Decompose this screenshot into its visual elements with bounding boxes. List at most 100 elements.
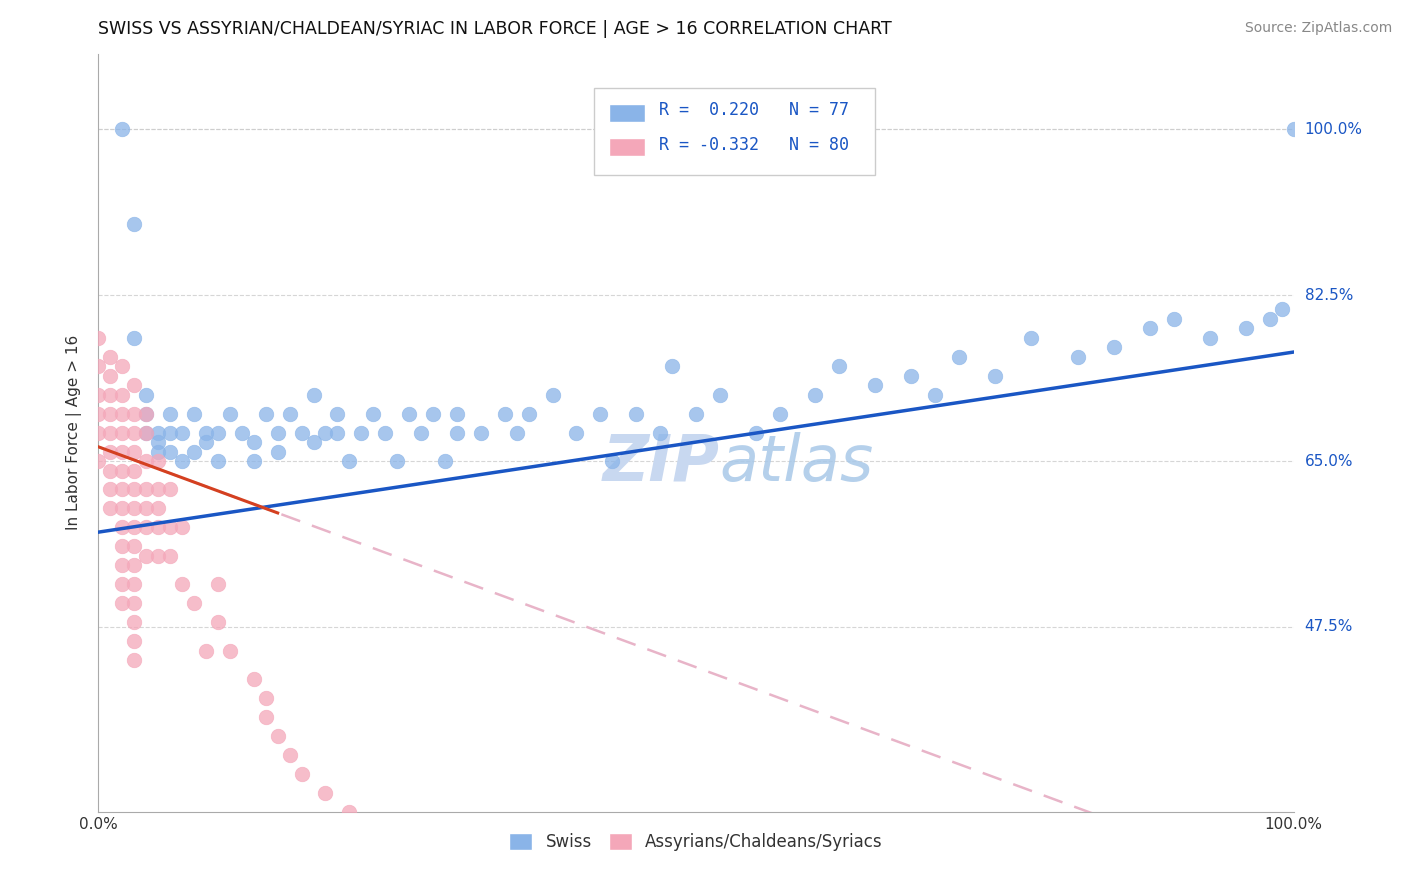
Point bbox=[87, 454, 110, 468]
Text: R =  0.220   N = 77: R = 0.220 N = 77 bbox=[659, 102, 849, 120]
Point bbox=[124, 378, 146, 392]
Point bbox=[243, 672, 266, 686]
Text: 65.0%: 65.0% bbox=[1305, 453, 1353, 468]
Point bbox=[159, 444, 181, 458]
Text: Source: ZipAtlas.com: Source: ZipAtlas.com bbox=[1244, 21, 1392, 35]
Point bbox=[302, 388, 325, 402]
Point bbox=[111, 388, 134, 402]
Point bbox=[709, 388, 731, 402]
Point bbox=[111, 558, 134, 573]
Point bbox=[124, 596, 146, 610]
Point bbox=[124, 558, 146, 573]
Point bbox=[135, 549, 157, 563]
Point bbox=[231, 425, 253, 440]
Text: R = -0.332   N = 80: R = -0.332 N = 80 bbox=[659, 136, 849, 153]
Point bbox=[865, 378, 887, 392]
Point bbox=[195, 425, 218, 440]
FancyBboxPatch shape bbox=[595, 87, 875, 175]
Point bbox=[111, 425, 134, 440]
Point bbox=[207, 454, 229, 468]
Point bbox=[124, 520, 146, 534]
Point bbox=[135, 425, 157, 440]
Text: 47.5%: 47.5% bbox=[1305, 619, 1353, 634]
Point bbox=[602, 454, 624, 468]
Point bbox=[385, 454, 409, 468]
Point bbox=[1258, 312, 1281, 326]
Point bbox=[148, 435, 170, 450]
Point bbox=[339, 454, 361, 468]
Text: atlas: atlas bbox=[720, 432, 875, 494]
Point bbox=[541, 388, 564, 402]
Point bbox=[159, 549, 181, 563]
Point bbox=[1104, 340, 1126, 354]
Point bbox=[98, 368, 122, 383]
Point bbox=[207, 425, 229, 440]
Point bbox=[124, 407, 146, 421]
Point bbox=[422, 407, 444, 421]
Point bbox=[148, 444, 170, 458]
Point bbox=[135, 520, 157, 534]
Point bbox=[291, 767, 314, 781]
Point bbox=[111, 359, 134, 374]
Point bbox=[183, 444, 205, 458]
Point bbox=[339, 805, 361, 819]
Point bbox=[267, 425, 290, 440]
Point bbox=[1282, 122, 1305, 136]
Point bbox=[98, 388, 122, 402]
Point bbox=[124, 501, 146, 516]
Point bbox=[350, 425, 373, 440]
Point bbox=[148, 501, 170, 516]
Point bbox=[124, 615, 146, 630]
Point bbox=[243, 435, 266, 450]
Point bbox=[254, 691, 277, 706]
Point bbox=[1019, 331, 1042, 345]
Point bbox=[1067, 350, 1090, 364]
Point bbox=[87, 407, 110, 421]
Point bbox=[124, 425, 146, 440]
Point bbox=[172, 425, 194, 440]
Point bbox=[804, 388, 827, 402]
Point bbox=[195, 435, 218, 450]
Point bbox=[111, 444, 134, 458]
Point bbox=[1199, 331, 1222, 345]
Point bbox=[87, 331, 110, 345]
Point bbox=[159, 520, 181, 534]
Point bbox=[411, 862, 433, 876]
Point bbox=[326, 407, 349, 421]
Point bbox=[494, 407, 516, 421]
Point bbox=[148, 483, 170, 497]
Point bbox=[626, 407, 648, 421]
Point bbox=[172, 520, 194, 534]
Y-axis label: In Labor Force | Age > 16: In Labor Force | Age > 16 bbox=[66, 335, 83, 530]
Point bbox=[111, 501, 134, 516]
Text: ZIP: ZIP bbox=[603, 432, 720, 494]
Point bbox=[446, 880, 468, 892]
Point bbox=[124, 577, 146, 591]
Point bbox=[111, 407, 134, 421]
Point bbox=[124, 634, 146, 648]
Point bbox=[98, 407, 122, 421]
Text: 82.5%: 82.5% bbox=[1305, 288, 1353, 302]
Text: SWISS VS ASSYRIAN/CHALDEAN/SYRIAC IN LABOR FORCE | AGE > 16 CORRELATION CHART: SWISS VS ASSYRIAN/CHALDEAN/SYRIAC IN LAB… bbox=[98, 21, 893, 38]
Point bbox=[685, 407, 707, 421]
Point bbox=[243, 454, 266, 468]
Point bbox=[148, 520, 170, 534]
Point bbox=[124, 217, 146, 231]
Point bbox=[363, 823, 385, 838]
Point bbox=[302, 435, 325, 450]
Point bbox=[254, 710, 277, 724]
Point bbox=[446, 407, 468, 421]
Point bbox=[374, 425, 396, 440]
Point bbox=[1139, 321, 1161, 335]
Point bbox=[87, 388, 110, 402]
FancyBboxPatch shape bbox=[609, 103, 644, 122]
Point bbox=[506, 425, 529, 440]
Point bbox=[207, 577, 229, 591]
Point bbox=[124, 331, 146, 345]
Point bbox=[411, 425, 433, 440]
Point bbox=[398, 407, 420, 421]
Point bbox=[315, 786, 337, 800]
Point bbox=[434, 454, 457, 468]
Point bbox=[278, 407, 301, 421]
Point bbox=[769, 407, 792, 421]
